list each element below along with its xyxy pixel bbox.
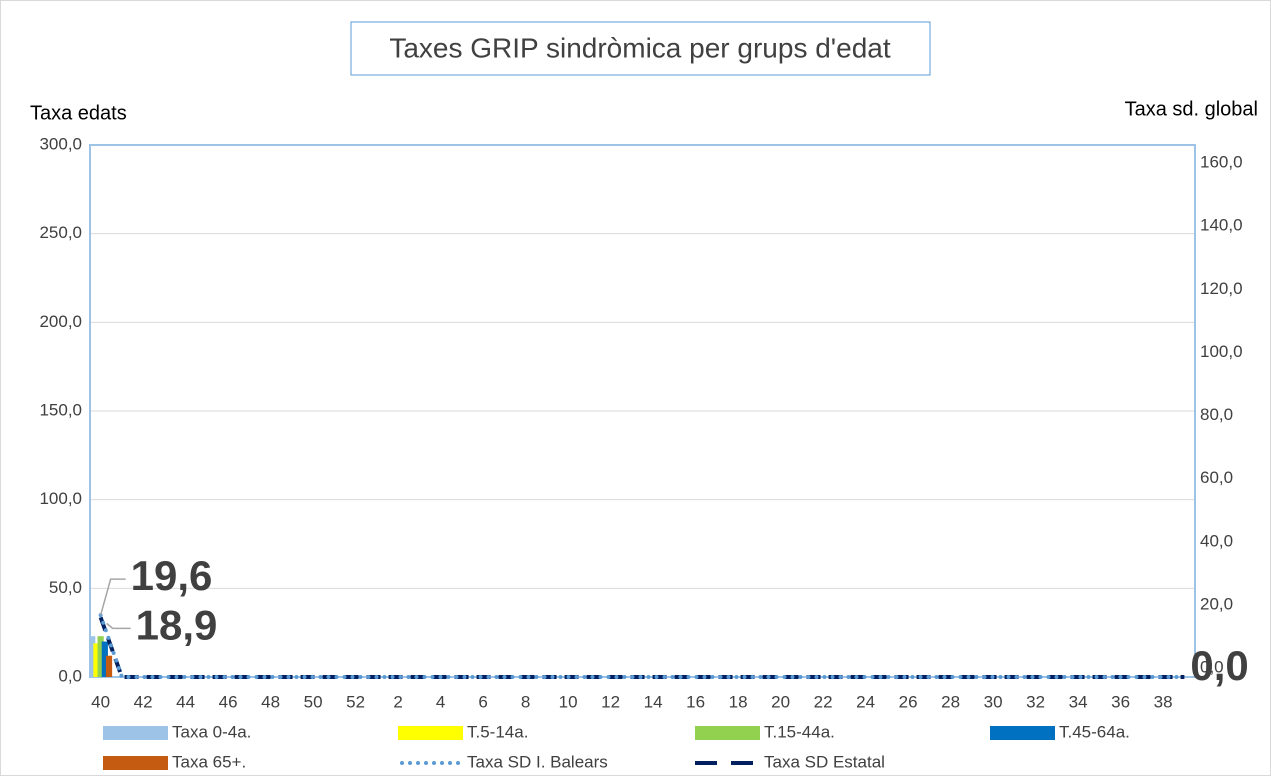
legend-label: Taxa SD Estatal (764, 752, 885, 771)
legend-swatch (103, 726, 168, 740)
title-box (350, 21, 931, 76)
data-label: 19,6 (131, 552, 213, 599)
bar (101, 641, 108, 677)
y-tick-label: 200,0 (39, 312, 82, 331)
y-tick-label: 250,0 (39, 223, 82, 242)
x-tick-label: 40 (91, 692, 110, 711)
leader-line (99, 578, 126, 616)
bar (97, 636, 104, 677)
chart-title: Taxes GRIP sindròmica per grups d'edat (389, 32, 891, 63)
x-tick-label: 12 (601, 692, 620, 711)
legend-swatch (103, 756, 168, 770)
y2-tick-label: 160,0 (1200, 153, 1243, 172)
x-tick-label: 32 (1026, 692, 1045, 711)
x-tick-label: 52 (346, 692, 365, 711)
x-tick-label: 34 (1069, 692, 1088, 711)
y2-tick-label: 120,0 (1200, 279, 1243, 298)
data-label: 0,0 (1190, 642, 1248, 689)
x-tick-label: 36 (1111, 692, 1130, 711)
leader-line (106, 622, 131, 630)
y2-tick-label: 0,0 (1200, 657, 1224, 676)
x-tick-label: 48 (261, 692, 280, 711)
legend-swatch (990, 726, 1055, 740)
x-tick-label: 4 (436, 692, 445, 711)
x-tick-label: 30 (984, 692, 1003, 711)
legend-swatch (398, 726, 463, 740)
legend-swatch (695, 726, 760, 740)
y2-tick-label: 20,0 (1200, 594, 1233, 613)
x-tick-label: 42 (134, 692, 153, 711)
x-tick-label: 28 (941, 692, 960, 711)
x-tick-label: 24 (856, 692, 875, 711)
legend-label: Taxa 65+. (172, 752, 246, 771)
x-tick-label: 26 (899, 692, 918, 711)
line-series (98, 613, 1187, 679)
y-axis-title: Taxa edats (30, 102, 127, 124)
y-tick-label: 0,0 (58, 666, 82, 685)
bar (93, 643, 100, 677)
legend-label: Taxa 0-4a. (172, 722, 251, 741)
legend-label: T.15-44a. (764, 722, 835, 741)
legend-label: Taxa SD I. Balears (467, 752, 608, 771)
x-tick-label: 44 (176, 692, 195, 711)
x-tick-label: 38 (1154, 692, 1173, 711)
x-tick-label: 46 (219, 692, 238, 711)
bar (105, 655, 113, 677)
x-tick-label: 8 (521, 692, 530, 711)
data-label: 18,9 (136, 601, 218, 648)
x-tick-label: 10 (559, 692, 578, 711)
y2-tick-label: 140,0 (1200, 216, 1243, 235)
x-tick-label: 6 (478, 692, 487, 711)
y2-tick-label: 100,0 (1200, 342, 1243, 361)
y2-tick-label: 60,0 (1200, 468, 1233, 487)
y2-tick-label: 40,0 (1200, 531, 1233, 550)
y2-tick-label: 80,0 (1200, 405, 1233, 424)
x-tick-label: 20 (771, 692, 790, 711)
y-tick-label: 300,0 (39, 134, 82, 153)
legend-label: T.5-14a. (467, 722, 528, 741)
x-tick-label: 18 (729, 692, 748, 711)
y-tick-label: 50,0 (49, 578, 82, 597)
bar (89, 636, 96, 677)
x-tick-label: 2 (393, 692, 402, 711)
x-tick-label: 16 (686, 692, 705, 711)
x-tick-label: 22 (814, 692, 833, 711)
y-tick-label: 150,0 (39, 400, 82, 419)
y2-axis-title: Taxa sd. global (1125, 98, 1258, 120)
x-tick-label: 50 (304, 692, 323, 711)
x-tick-label: 14 (644, 692, 663, 711)
legend-label: T.45-64a. (1059, 722, 1130, 741)
y-tick-label: 100,0 (39, 489, 82, 508)
